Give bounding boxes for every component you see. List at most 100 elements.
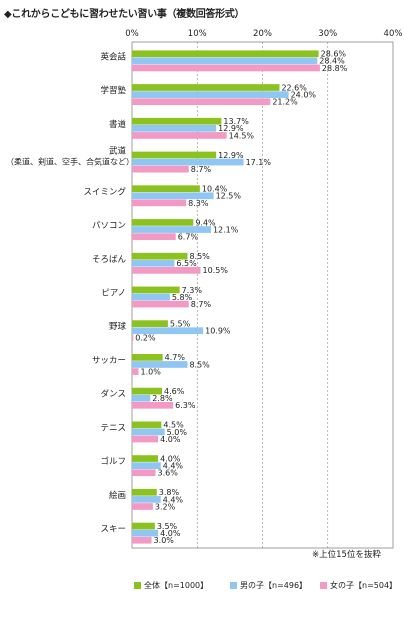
- bar-all: [132, 252, 188, 260]
- legend-item-all: 全体【n=1000】: [134, 580, 208, 591]
- bar-boys: [132, 91, 289, 98]
- data-label-girls: 10.5%: [203, 266, 229, 275]
- data-label-girls: 1.0%: [141, 367, 162, 376]
- bar-all: [132, 522, 155, 530]
- bar-boys: [132, 57, 318, 65]
- data-label-all: 4.5%: [163, 421, 184, 430]
- bar-girls: [132, 300, 189, 308]
- data-label-girls: 3.6%: [157, 469, 178, 478]
- data-label-girls: 0.2%: [135, 334, 156, 343]
- bar-all: [132, 50, 319, 58]
- data-label-boys: 2.8%: [152, 394, 173, 403]
- data-label-girls: 3.0%: [154, 536, 175, 545]
- data-label-boys: 10.9%: [205, 327, 231, 336]
- data-label-girls: 3.2%: [155, 502, 176, 511]
- data-label-girls: 21.2%: [272, 98, 298, 107]
- bar-boys: [132, 226, 211, 233]
- data-label-all: 8.5%: [189, 252, 210, 261]
- data-label-all: 4.6%: [164, 387, 185, 396]
- category-label: 英会話: [100, 51, 126, 62]
- bar-all: [132, 117, 222, 125]
- bar-boys: [132, 158, 244, 166]
- data-label-boys: 4.4%: [163, 462, 184, 471]
- category-label: 書道: [109, 119, 127, 130]
- data-label-all: 12.9%: [218, 151, 244, 160]
- data-label-all: 28.6%: [321, 50, 347, 59]
- bar-all: [132, 421, 162, 429]
- chart-title: ◆これからこどもに習わせたい習い事（複数回答形式）: [4, 9, 245, 20]
- bar-all: [132, 320, 168, 327]
- bar-girls: [132, 536, 152, 544]
- bar-all: [132, 84, 280, 91]
- bar-boys: [132, 293, 170, 301]
- x-tick-label: 40%: [384, 29, 403, 39]
- category-label: ピアノ: [101, 289, 126, 299]
- data-label-boys: 8.5%: [189, 360, 210, 369]
- footnote: ※上位15位を抜粋: [312, 550, 381, 560]
- bar-girls: [132, 64, 320, 72]
- bar-girls: [132, 469, 156, 477]
- bar-boys: [132, 529, 159, 537]
- data-label-boys: 6.5%: [176, 259, 197, 268]
- bar-all: [132, 185, 200, 193]
- bar-girls: [132, 267, 201, 274]
- bar-girls: [132, 199, 187, 207]
- category-label: ゴルフ: [100, 456, 126, 467]
- bar-boys: [132, 428, 165, 436]
- x-tick-label: 10%: [188, 29, 207, 39]
- bar-boys: [132, 462, 161, 470]
- data-label-girls: 6.3%: [175, 401, 196, 410]
- category-label: 武道: [109, 146, 127, 157]
- category-label: 野球: [109, 321, 127, 332]
- category-label: ダンス: [101, 389, 126, 400]
- data-label-all: 4.7%: [165, 353, 186, 362]
- bar-boys: [132, 394, 151, 402]
- bar-girls: [132, 132, 227, 139]
- legend-swatch-boys: [230, 582, 237, 589]
- legend-swatch-all: [134, 582, 141, 589]
- bar-all: [132, 455, 159, 462]
- legend-label-boys: 男の子【n=496】: [240, 581, 308, 590]
- category-label: スイミング: [83, 186, 126, 197]
- x-tick-label: 30%: [318, 29, 337, 39]
- data-label-girls: 8.7%: [191, 300, 212, 309]
- data-label-boys: 12.1%: [213, 225, 239, 234]
- bar-all: [132, 488, 157, 496]
- data-label-boys: 28.4%: [319, 57, 345, 66]
- data-label-boys: 17.1%: [246, 158, 272, 167]
- category-label: サッカー: [92, 356, 126, 366]
- data-label-all: 7.3%: [182, 286, 203, 295]
- data-label-boys: 5.8%: [172, 293, 193, 302]
- data-label-all: 3.8%: [159, 488, 180, 497]
- bar-girls: [132, 98, 271, 106]
- bar-all: [132, 354, 163, 361]
- data-label-boys: 4.4%: [163, 495, 184, 504]
- legend-item-boys: 男の子【n=496】: [230, 580, 307, 591]
- bar-all: [132, 387, 163, 395]
- legend-label-girls: 女の子【n=504】: [330, 581, 398, 590]
- bar-girls: [132, 334, 134, 342]
- data-label-all: 5.5%: [170, 319, 191, 328]
- bar-boys: [132, 327, 204, 335]
- data-label-boys: 5.0%: [167, 428, 188, 437]
- bar-all: [132, 219, 194, 226]
- data-label-girls: 14.5%: [229, 131, 255, 140]
- data-label-boys: 12.9%: [218, 124, 244, 133]
- data-label-all: 10.4%: [202, 185, 228, 194]
- bar-boys: [132, 124, 217, 132]
- data-label-girls: 6.7%: [178, 232, 199, 241]
- data-label-boys: 24.0%: [291, 90, 317, 99]
- data-label-girls: 8.7%: [191, 165, 212, 174]
- data-label-all: 22.6%: [281, 83, 307, 92]
- category-label: スキー: [100, 525, 126, 535]
- bar-chart: 0% 10% 20% 30% 40% 英会話 28.6%28.4%28.8% 学習塾 22.6%…: [6, 29, 403, 549]
- bar-girls: [132, 368, 139, 375]
- legend-item-girls: 女の子【n=504】: [320, 580, 397, 591]
- bar-girls: [132, 165, 189, 173]
- data-label-all: 13.7%: [223, 117, 249, 126]
- category-label: 学習塾: [100, 85, 126, 96]
- legend-label-all: 全体【n=1000】: [144, 581, 209, 590]
- legend-swatch-girls: [320, 582, 327, 589]
- category-label: パソコン: [92, 221, 126, 231]
- category-label: （柔道、剣道、空手、合気道など）: [6, 157, 134, 167]
